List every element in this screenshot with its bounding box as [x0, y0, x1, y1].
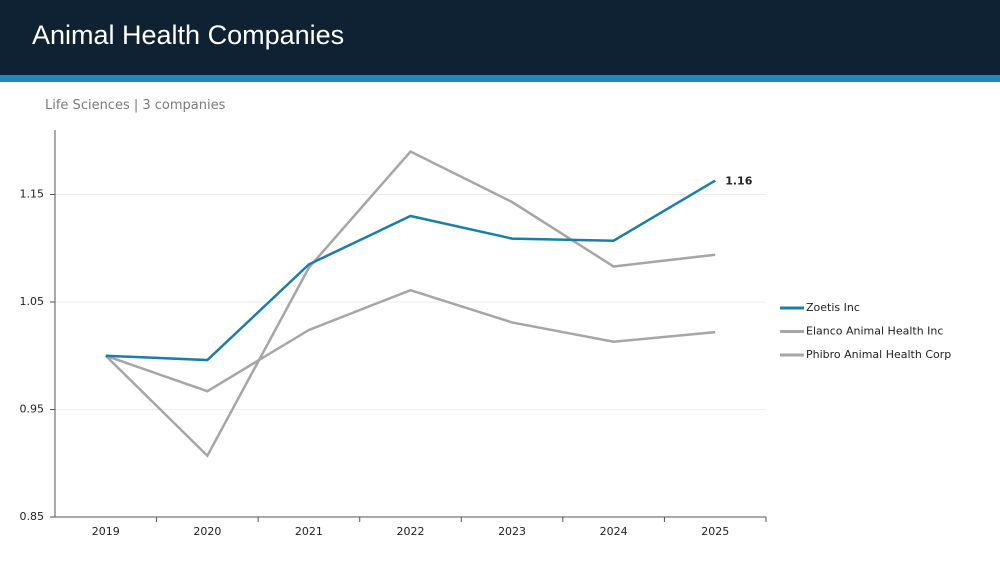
header-stripe	[0, 75, 1000, 82]
y-tick-label: 0.85	[20, 510, 45, 523]
x-tick-label: 2019	[92, 525, 120, 538]
legend-label: Phibro Animal Health Corp	[806, 348, 951, 361]
y-tick-label: 0.95	[20, 403, 45, 416]
y-tick-label: 1.15	[20, 188, 45, 201]
line-series	[105, 288, 716, 393]
x-tick-label: 2025	[701, 525, 729, 538]
chart-subtitle: Life Sciences | 3 companies	[45, 98, 226, 113]
line-series	[105, 179, 716, 362]
x-tick-label: 2023	[498, 525, 526, 538]
chart-title: Animal Health Companies	[32, 20, 345, 50]
y-tick-label: 1.05	[20, 295, 45, 308]
legend-label: Elanco Animal Health Inc	[806, 325, 943, 338]
data-label: 1.16	[725, 175, 752, 188]
header	[0, 0, 1000, 75]
x-tick-label: 2021	[295, 525, 323, 538]
x-tick-label: 2020	[193, 525, 221, 538]
x-tick-label: 2024	[600, 525, 628, 538]
legend-label: Zoetis Inc	[806, 301, 860, 314]
x-tick-label: 2022	[397, 525, 425, 538]
line-series	[104, 149, 716, 458]
